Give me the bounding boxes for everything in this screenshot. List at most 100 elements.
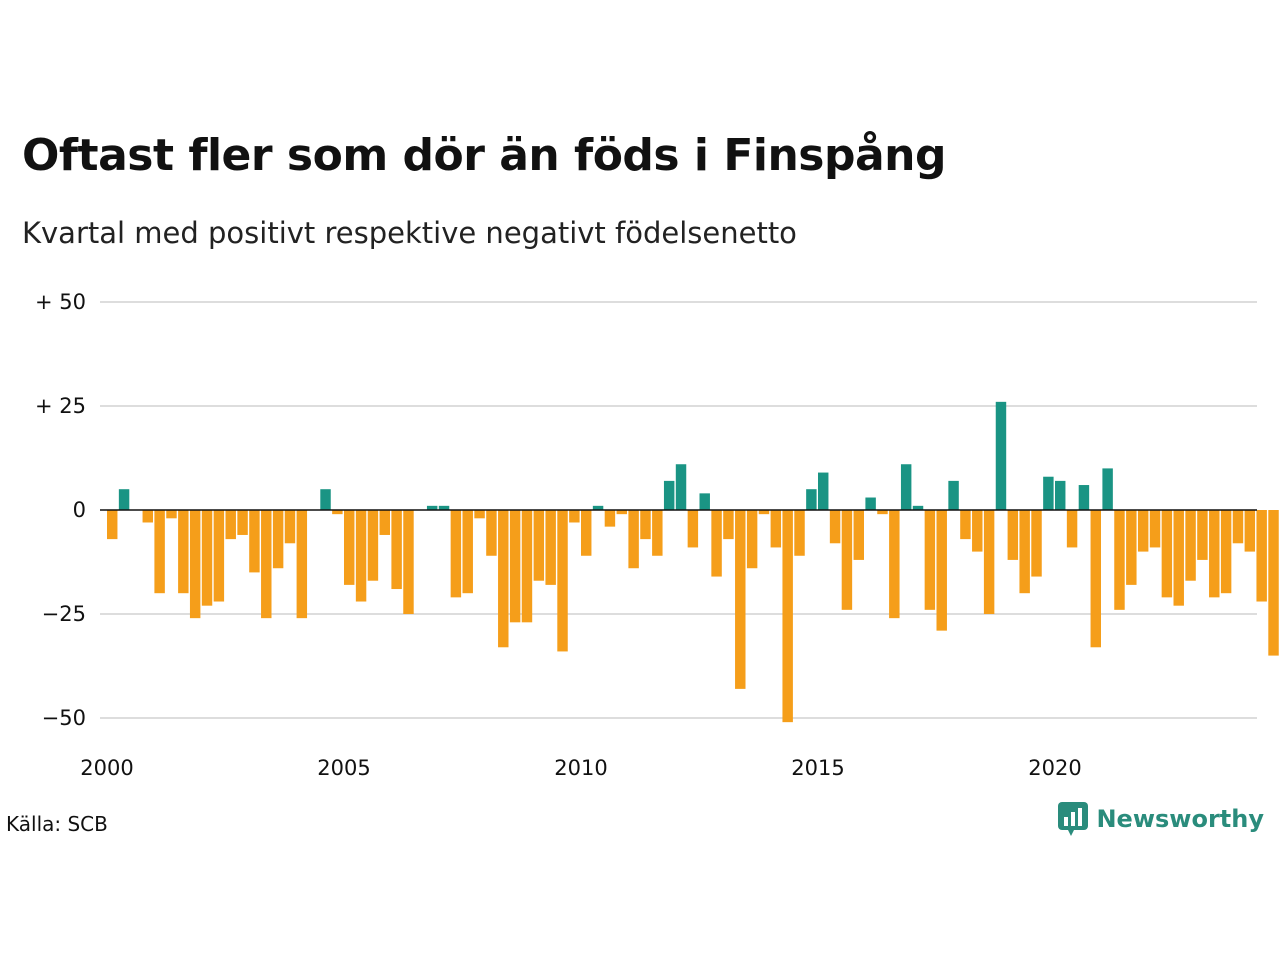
bar bbox=[652, 510, 663, 556]
bar bbox=[1137, 510, 1149, 552]
bar bbox=[355, 510, 367, 602]
y-tick-label: + 50 bbox=[35, 290, 86, 314]
bar bbox=[794, 510, 805, 556]
bar bbox=[604, 510, 616, 527]
chart-subtitle: Kvartal med positivt respektive negativt… bbox=[22, 216, 797, 250]
bar bbox=[107, 510, 118, 540]
bar bbox=[628, 510, 639, 569]
bar bbox=[900, 464, 912, 510]
bar bbox=[142, 510, 153, 523]
bar bbox=[806, 489, 817, 510]
bar bbox=[675, 464, 687, 510]
bar bbox=[1102, 468, 1113, 510]
bar bbox=[983, 510, 995, 614]
axes: + 50 + 25 0 −25 −50 2000 2005 2010 2015 2020 bbox=[35, 290, 1257, 780]
bar bbox=[889, 510, 900, 619]
bar bbox=[1126, 510, 1137, 585]
bar bbox=[225, 510, 236, 540]
y-tick-label: + 25 bbox=[35, 394, 86, 418]
bar bbox=[758, 510, 770, 515]
bar bbox=[865, 497, 876, 510]
x-tick-label: 2000 bbox=[80, 756, 133, 780]
bar bbox=[1114, 510, 1125, 610]
bar bbox=[782, 510, 793, 723]
bar bbox=[545, 510, 556, 585]
source-note: Källa: SCB bbox=[6, 812, 108, 836]
bar bbox=[1161, 510, 1173, 598]
bar bbox=[1185, 510, 1196, 581]
x-tick-label: 2010 bbox=[554, 756, 607, 780]
bar bbox=[592, 505, 604, 510]
newsworthy-logo-icon bbox=[1058, 802, 1089, 836]
bar bbox=[687, 510, 699, 548]
gridlines bbox=[100, 301, 1257, 719]
bar bbox=[462, 510, 473, 594]
bar bbox=[237, 510, 248, 535]
bar bbox=[877, 510, 888, 515]
bar bbox=[189, 510, 201, 619]
bar bbox=[533, 510, 545, 581]
y-tick-label: −50 bbox=[42, 706, 86, 730]
bar bbox=[118, 489, 130, 510]
bar bbox=[1078, 485, 1090, 510]
bars bbox=[107, 401, 1279, 723]
bar-chart: + 50 + 25 0 −25 −50 2000 2005 2010 2015 2020 bbox=[35, 290, 1279, 780]
bar bbox=[557, 510, 568, 652]
bar bbox=[960, 510, 971, 540]
bar bbox=[1149, 510, 1161, 548]
bar bbox=[261, 510, 272, 619]
bar bbox=[178, 510, 189, 594]
bar bbox=[201, 510, 213, 606]
bar bbox=[379, 510, 390, 535]
bar bbox=[853, 510, 864, 560]
bar bbox=[1007, 510, 1019, 560]
bar bbox=[818, 472, 829, 510]
bar bbox=[1256, 510, 1267, 602]
bar bbox=[521, 510, 533, 623]
bar bbox=[1090, 510, 1101, 648]
bar bbox=[995, 401, 1007, 510]
bar bbox=[1220, 510, 1232, 594]
bar bbox=[936, 510, 947, 631]
bar bbox=[640, 510, 651, 540]
bar bbox=[474, 510, 485, 519]
bar bbox=[1019, 510, 1030, 594]
bar bbox=[924, 510, 936, 610]
bar bbox=[972, 510, 983, 552]
bar bbox=[166, 510, 177, 519]
bar bbox=[1173, 510, 1184, 606]
bar bbox=[486, 510, 497, 556]
bar bbox=[746, 510, 758, 569]
bar bbox=[1268, 510, 1279, 656]
chart-title: Oftast fler som dör än föds i Finspång bbox=[22, 130, 947, 181]
bar bbox=[1031, 510, 1042, 577]
bar bbox=[581, 510, 592, 556]
bar bbox=[284, 510, 296, 544]
bar bbox=[154, 510, 165, 594]
y-tick-label: 0 bbox=[73, 498, 86, 522]
bar bbox=[912, 505, 924, 510]
bar bbox=[332, 510, 343, 515]
bar bbox=[1197, 510, 1208, 560]
bar bbox=[391, 510, 402, 590]
x-tick-label: 2005 bbox=[317, 756, 370, 780]
bar bbox=[1055, 480, 1066, 510]
bar bbox=[569, 510, 580, 523]
bar bbox=[829, 510, 841, 544]
bar bbox=[699, 493, 710, 510]
bar bbox=[367, 510, 379, 581]
bar bbox=[438, 505, 450, 510]
bar bbox=[320, 489, 331, 510]
bar bbox=[948, 480, 959, 510]
bar bbox=[841, 510, 853, 610]
bar bbox=[723, 510, 734, 540]
brand-name: Newsworthy bbox=[1096, 805, 1264, 833]
bar bbox=[711, 510, 722, 577]
bar bbox=[735, 510, 746, 689]
bar bbox=[296, 510, 308, 619]
bar bbox=[1232, 510, 1244, 544]
bar bbox=[1209, 510, 1220, 598]
bar bbox=[1066, 510, 1078, 548]
bar bbox=[770, 510, 782, 548]
bar bbox=[213, 510, 225, 602]
